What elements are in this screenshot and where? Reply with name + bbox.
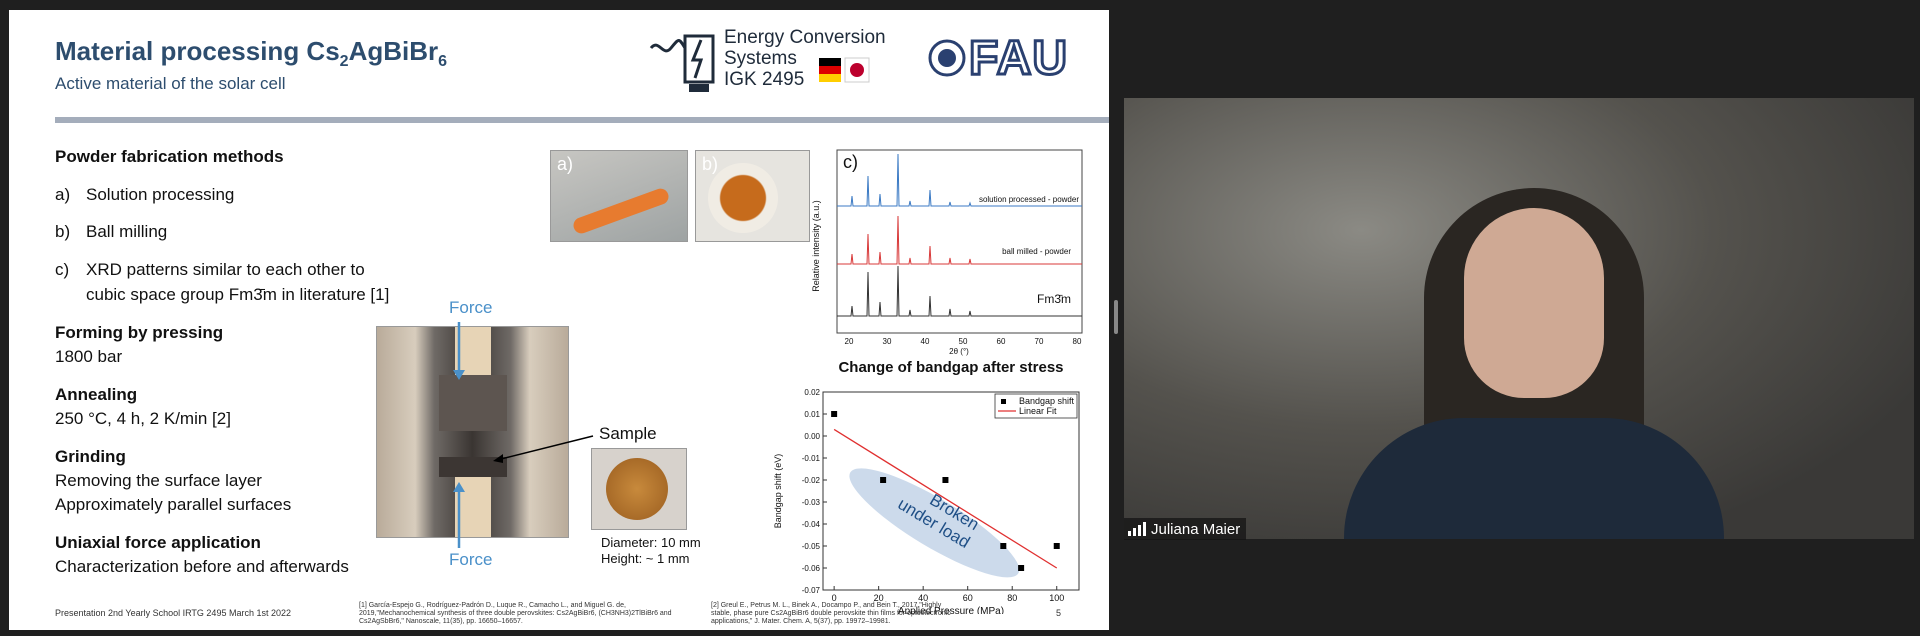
xrd-tick: 50 — [959, 337, 968, 346]
xrd-series-ball: ball milled - powder — [1002, 247, 1071, 256]
xrd-series-ref: Fm3̄m — [1037, 292, 1071, 306]
xrd-panel-label: c) — [843, 152, 858, 172]
item-a-letter: a) — [55, 185, 71, 204]
x-tick-label: 60 — [963, 593, 973, 603]
x-tick-label: 20 — [874, 593, 884, 603]
panel-resize-handle[interactable] — [1114, 300, 1118, 334]
y-tick-label: -0.06 — [802, 564, 821, 573]
y-tick-label: -0.07 — [802, 586, 821, 595]
item-c-line2: cubic space group Fm3̄m in literature [1… — [86, 285, 390, 304]
sample-height: Height: ~ 1 mm — [601, 551, 690, 566]
item-b: Ball milling — [86, 222, 168, 241]
heading-forming: Forming by pressing — [55, 323, 224, 342]
flags-icon — [819, 57, 870, 83]
y-tick-label: -0.02 — [802, 476, 821, 485]
y-tick-label: -0.03 — [802, 498, 821, 507]
irtg-logo-icon — [649, 34, 715, 92]
item-a: Solution processing — [86, 185, 235, 204]
y-tick-label: 0.01 — [804, 410, 820, 419]
sample-photo — [591, 448, 687, 530]
xrd-tick: 80 — [1073, 337, 1082, 346]
data-point — [831, 411, 838, 417]
sample-diameter: Diameter: 10 mm — [601, 535, 701, 550]
data-point — [942, 477, 949, 483]
data-point — [1053, 543, 1060, 549]
item-c-letter: c) — [55, 260, 70, 279]
xrd-tick: 70 — [1035, 337, 1044, 346]
y-axis-label: Bandgap shift (eV) — [773, 454, 783, 529]
heading-powder: Powder fabrication methods — [55, 147, 284, 166]
xrd-plot: c) solution processed - powder ball mill… — [811, 149, 1083, 356]
x-tick-label: 0 — [832, 593, 837, 603]
force-arrows-icon — [453, 322, 465, 548]
x-tick-label: 80 — [1007, 593, 1017, 603]
footer-event: Presentation 2nd Yearly School IRTG 2495… — [55, 608, 291, 618]
force-bottom-label: Force — [449, 550, 493, 569]
x-axis-label: Applied Pressure (MPa) — [898, 606, 1004, 614]
xrd-tick: 20 — [845, 337, 854, 346]
bandgap-chart: Change of bandgap after stress 0 20 40 60 80 1… — [773, 359, 1080, 614]
data-point — [1018, 565, 1025, 571]
data-point — [1000, 543, 1007, 549]
participant-video[interactable] — [1124, 98, 1914, 539]
xrd-tick: 40 — [921, 337, 930, 346]
item-b-letter: b) — [55, 222, 71, 241]
legend-marker-bandgap — [1001, 399, 1006, 404]
shared-slide: Material processing Cs2AgBiBr6 Active ma… — [9, 10, 1109, 630]
grinding-line2: Approximately parallel surfaces — [55, 495, 292, 514]
heading-grinding: Grinding — [55, 447, 126, 466]
y-tick-label: -0.01 — [802, 454, 821, 463]
fau-logo: FAU — [968, 31, 1069, 87]
page-number: 5 — [1056, 608, 1062, 618]
broken-under-load-ellipse — [849, 468, 1020, 578]
slide-title: Material processing Cs2AgBiBr6 — [55, 36, 448, 71]
y-tick-label: 0.00 — [804, 432, 820, 441]
x-tick-label: 40 — [918, 593, 928, 603]
chart-plot-area — [822, 391, 1080, 591]
annealing-value: 250 °C, 4 h, 2 K/min [2] — [55, 409, 231, 428]
linear-fit-line — [833, 428, 1058, 569]
footer-reference-2: [2] Greul E., Petrus M. L., Binek A., Do… — [711, 602, 951, 625]
legend-box — [994, 393, 1078, 419]
data-point — [880, 477, 887, 483]
sample-label: Sample — [599, 424, 657, 443]
photo-a-label: a) — [557, 154, 574, 174]
slide-subtitle: Active material of the solar cell — [55, 74, 286, 93]
chart-title: Change of bandgap after stress — [838, 359, 1063, 376]
xrd-tick: 60 — [997, 337, 1006, 346]
force-top-label: Force — [449, 298, 493, 317]
heading-uniaxial: Uniaxial force application — [55, 533, 261, 552]
participant-name-tag: Juliana Maier — [1124, 518, 1247, 540]
y-tick-label: -0.05 — [802, 542, 821, 551]
forming-value: 1800 bar — [55, 347, 123, 366]
xrd-series-solution: solution processed - powder — [979, 195, 1079, 204]
legend-label-bandgap: Bandgap shift — [1019, 396, 1075, 406]
footer-reference-1: [1] García-Espejo G., Rodríguez-Padrón D… — [359, 602, 672, 625]
legend-label-fit: Linear Fit — [1019, 406, 1057, 416]
y-tick-label: 0.02 — [804, 388, 820, 397]
xrd-tick: 30 — [883, 337, 892, 346]
solution-photo: a) — [550, 150, 688, 242]
sample-arrow-icon — [493, 435, 594, 463]
xrd-ylabel: Relative intensity (a.u.) — [811, 200, 821, 292]
participant-name: Juliana Maier — [1151, 520, 1241, 538]
title-rule — [55, 117, 1109, 123]
x-tick-label: 100 — [1049, 593, 1064, 603]
heading-annealing: Annealing — [55, 385, 138, 404]
signal-bars-icon — [1128, 522, 1146, 536]
ballmill-photo: b) — [695, 150, 810, 242]
grinding-line1: Removing the surface layer — [55, 471, 262, 490]
uniaxial-value: Characterization before and afterwards — [55, 557, 349, 576]
xrd-xlabel: 2θ (°) — [949, 347, 969, 356]
item-c-line1: XRD patterns similar to each other to — [86, 260, 365, 279]
fau-seal-icon — [928, 39, 966, 77]
irtg-logo-text: Energy Conversion Systems IGK 2495 — [724, 27, 886, 90]
press-photo — [376, 326, 569, 538]
y-tick-label: -0.04 — [802, 520, 821, 529]
photo-b-label: b) — [702, 154, 719, 174]
